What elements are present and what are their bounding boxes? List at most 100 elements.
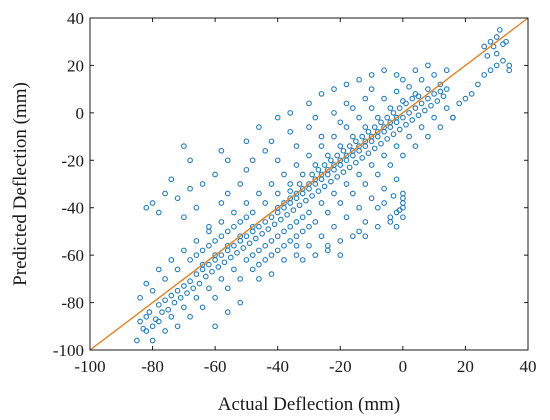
data-point	[268, 238, 275, 244]
data-point	[171, 299, 178, 306]
data-point	[218, 252, 225, 258]
data-point	[353, 159, 359, 166]
data-point	[299, 171, 306, 178]
data-point	[243, 257, 250, 263]
data-point	[306, 223, 312, 230]
data-point	[374, 128, 381, 135]
data-point	[274, 190, 281, 197]
data-point	[359, 155, 366, 161]
data-point	[237, 276, 244, 282]
data-point	[137, 294, 143, 301]
data-point	[425, 62, 431, 69]
data-point	[181, 283, 187, 289]
data-point	[268, 181, 275, 187]
data-point	[378, 119, 384, 126]
data-point	[224, 285, 231, 292]
data-point	[309, 171, 315, 178]
data-point	[434, 98, 441, 104]
data-point	[412, 143, 419, 149]
data-point	[165, 306, 172, 313]
data-point	[240, 245, 247, 251]
data-point	[234, 249, 240, 256]
data-point	[443, 86, 450, 92]
data-point	[315, 166, 322, 173]
data-point	[262, 200, 269, 206]
data-point	[271, 221, 278, 228]
data-point	[143, 280, 150, 287]
data-point	[237, 233, 244, 240]
data-point	[356, 204, 362, 211]
data-point	[443, 105, 450, 111]
data-point	[146, 309, 153, 315]
data-point	[318, 133, 325, 140]
data-point	[206, 223, 212, 230]
data-point	[162, 276, 168, 282]
data-point	[199, 247, 206, 254]
data-point	[331, 110, 337, 116]
data-point	[431, 91, 437, 97]
data-point	[181, 214, 187, 221]
data-point	[193, 294, 200, 301]
data-point	[343, 124, 350, 130]
data-point	[387, 214, 394, 221]
data-point	[143, 204, 150, 211]
data-point	[149, 323, 156, 330]
data-point	[162, 328, 168, 334]
data-point	[437, 88, 444, 95]
data-point	[206, 261, 212, 268]
data-point	[249, 223, 256, 230]
data-point	[428, 102, 434, 109]
data-point	[368, 105, 375, 111]
data-point	[437, 81, 444, 88]
data-point	[218, 219, 225, 225]
data-point	[318, 143, 325, 149]
data-point	[343, 81, 350, 88]
data-point	[312, 114, 319, 121]
data-point	[243, 138, 250, 145]
y-axis-label: Predicted Deflection (mm)	[10, 82, 31, 286]
data-point	[287, 188, 294, 194]
data-point	[393, 114, 400, 121]
data-point	[343, 100, 350, 107]
data-point	[193, 238, 200, 244]
data-point	[393, 72, 400, 78]
data-point	[343, 214, 350, 221]
data-point	[256, 261, 262, 268]
data-point	[396, 126, 403, 133]
data-point	[337, 252, 344, 258]
data-point	[362, 233, 369, 240]
data-point	[381, 67, 387, 74]
data-point	[349, 133, 356, 140]
data-point	[212, 238, 218, 244]
data-point	[475, 81, 481, 88]
data-point	[181, 143, 187, 149]
data-point	[306, 124, 312, 130]
data-point	[384, 114, 391, 121]
data-point	[243, 166, 250, 173]
data-point	[381, 185, 387, 192]
y-axis-ticks: -100 -80 -60 -40 -20 0 20 40	[53, 9, 528, 360]
data-point	[268, 252, 275, 258]
data-point	[143, 313, 150, 320]
data-point	[293, 162, 300, 168]
data-point	[403, 100, 409, 107]
data-point	[184, 290, 190, 296]
data-point	[149, 337, 156, 344]
x-tick-label: -40	[266, 357, 289, 376]
data-point	[421, 107, 428, 114]
data-point	[293, 242, 300, 249]
y-tick-label: -20	[61, 151, 84, 170]
data-point	[256, 223, 262, 230]
data-point	[387, 119, 394, 126]
data-point	[481, 72, 488, 78]
data-point	[371, 124, 378, 130]
data-point	[249, 209, 256, 216]
data-point	[312, 252, 319, 258]
x-axis-label: Actual Deflection (mm)	[218, 394, 401, 415]
data-point	[331, 190, 337, 197]
data-point	[221, 259, 228, 266]
reference-line	[89, 17, 529, 351]
data-point	[340, 147, 347, 154]
data-point	[349, 105, 356, 111]
data-point	[487, 67, 494, 74]
